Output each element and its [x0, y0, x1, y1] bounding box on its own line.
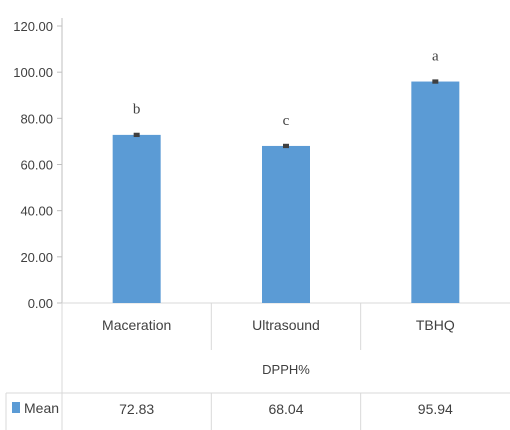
- bar: [262, 145, 310, 303]
- y-tick-label: 60.00: [20, 158, 53, 173]
- category-label: Ultrasound: [252, 317, 320, 333]
- legend-swatch: [12, 402, 20, 413]
- y-tick-label: 40.00: [20, 204, 53, 219]
- y-tick-label: 100.00: [13, 65, 53, 80]
- y-tick-label: 20.00: [20, 250, 53, 265]
- significance-label: a: [432, 48, 439, 64]
- error-bar: [133, 132, 140, 138]
- category-group-label: DPPH%: [262, 362, 310, 377]
- significance-label: c: [283, 113, 290, 129]
- significance-label: b: [133, 102, 141, 118]
- error-bar: [283, 143, 289, 149]
- table-value: 95.94: [418, 401, 453, 417]
- category-label: TBHQ: [416, 317, 455, 333]
- legend-label: Mean: [24, 400, 59, 416]
- bar: [411, 81, 460, 303]
- bar: [112, 134, 161, 303]
- data-table: Mean 72.83 68.04 95.94: [5, 303, 510, 430]
- error-bar: [432, 79, 439, 84]
- table-value: 68.04: [268, 401, 303, 417]
- table-value: 72.83: [119, 401, 154, 417]
- category-label: Maceration: [102, 317, 171, 333]
- y-tick-label: 120.00: [13, 19, 53, 34]
- y-tick-label: 80.00: [20, 111, 53, 126]
- y-tick-label: 0.00: [28, 296, 53, 311]
- bars: b Maceration c Ultrasound a TBHQ: [102, 48, 460, 333]
